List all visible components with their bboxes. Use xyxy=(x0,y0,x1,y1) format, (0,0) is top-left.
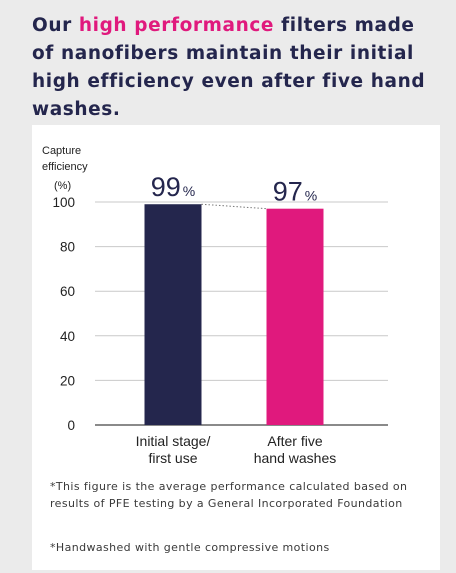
x-tick-label-1-0: After five xyxy=(267,433,322,449)
x-tick-label-0-0: Initial stage/ xyxy=(136,433,211,449)
y-axis-title-line2: efficiency xyxy=(42,161,88,173)
bars xyxy=(144,203,324,425)
bar-0 xyxy=(144,204,202,425)
x-tick-label-0-1: first use xyxy=(148,450,197,466)
y-tick-label-100: 100 xyxy=(52,195,75,210)
grid-lines xyxy=(95,201,388,426)
chart-card xyxy=(32,125,440,570)
y-tick-label-60: 60 xyxy=(60,284,75,299)
x-tick-label-1-1: hand washes xyxy=(254,450,337,466)
headline-highlight: high performance xyxy=(78,15,275,36)
connector-line xyxy=(201,203,267,210)
footnote-handwash: *Handwashed with gentle compressive moti… xyxy=(50,541,330,554)
y-tick-label-0: 0 xyxy=(67,418,75,433)
headline-part1: Our xyxy=(32,15,79,36)
headline-part2: filters made of nanofibers maintain thei… xyxy=(32,15,426,120)
bar-1 xyxy=(266,208,324,425)
data-label-0: 99% xyxy=(151,172,196,202)
y-tick-label-80: 80 xyxy=(60,240,75,255)
headline: Our high performance filters made of nan… xyxy=(32,12,442,124)
y-tick-label-40: 40 xyxy=(60,329,75,344)
y-tick-label-20: 20 xyxy=(60,373,75,388)
y-tick-labels: 0 20 40 60 80 100 xyxy=(52,195,75,433)
y-axis-unit: (%) xyxy=(54,180,71,192)
data-label-1: 97% xyxy=(273,177,318,207)
y-axis-title-line1: Capture xyxy=(42,145,81,157)
footnote-pfe: *This figure is the average performance … xyxy=(50,480,408,510)
labels: Capture efficiency (%) 99% 97 % Initial stage/… xyxy=(42,145,336,466)
